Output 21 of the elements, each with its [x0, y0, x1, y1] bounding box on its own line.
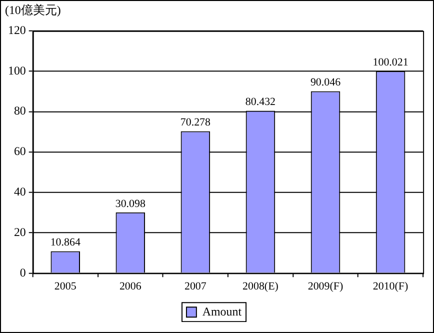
x-tick-label: 2007	[184, 280, 207, 293]
x-tick-label: 2008(E)	[242, 280, 279, 293]
data-label: 30.098	[115, 198, 146, 210]
data-label: 90.046	[310, 76, 342, 89]
x-tick-label: 2009(F)	[308, 280, 344, 293]
x-tick-label: 2006	[119, 280, 142, 293]
y-tick-label: 100	[8, 63, 26, 78]
data-label: 100.021	[372, 56, 408, 69]
y-tick-label: 80	[14, 104, 26, 118]
y-tick-label: 120	[8, 22, 26, 37]
data-label: 70.278	[180, 116, 212, 129]
data-label: 10.864	[50, 236, 81, 249]
y-tick-label: 0	[20, 265, 26, 280]
data-label: 80.432	[245, 96, 276, 108]
legend-label: Amount	[202, 304, 242, 318]
y-tick-label: 20	[14, 224, 26, 239]
y-tick-label: 40	[14, 184, 26, 199]
x-tick-label: 2010(F)	[372, 280, 409, 293]
x-tick-label: 2005	[54, 280, 77, 293]
y-axis-title: (10億美元)	[4, 3, 61, 18]
y-tick-label: 60	[14, 144, 26, 158]
